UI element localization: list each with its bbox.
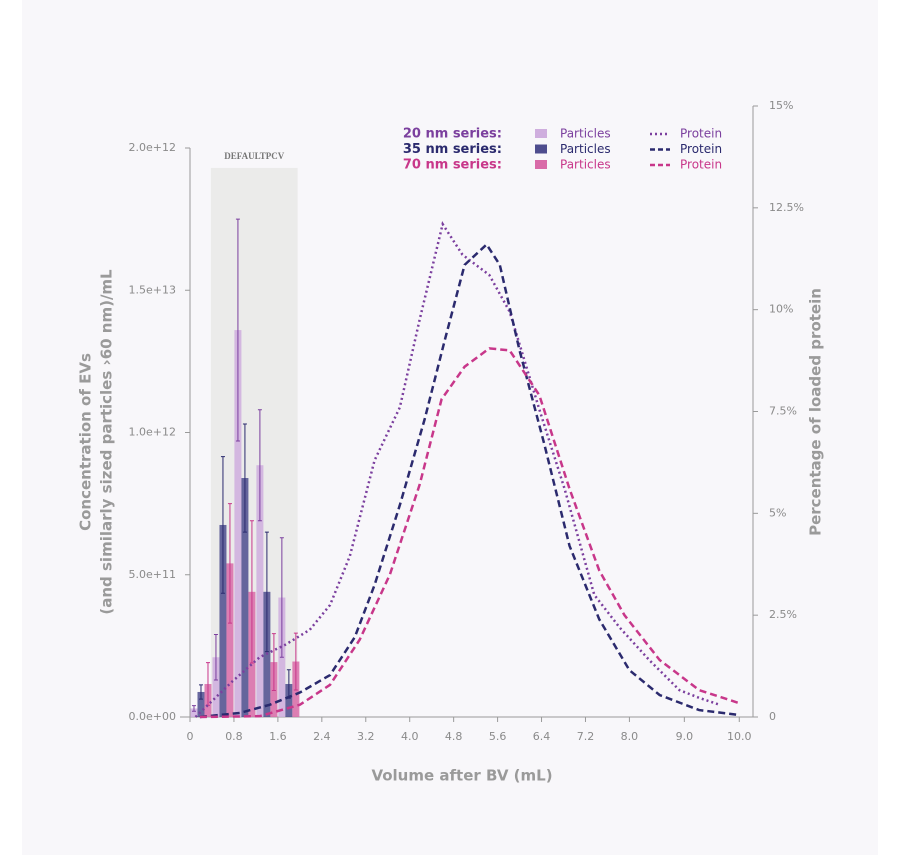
y-axis-label: (and similarly sized particles ›60 nm)/m… [98, 269, 116, 615]
x-tick-label: 6.4 [533, 730, 551, 743]
error-bar [191, 705, 196, 712]
y2-tick-label: 15% [769, 99, 793, 112]
x-tick-label: 10.0 [727, 730, 752, 743]
x-tick-label: 7.2 [577, 730, 595, 743]
error-bar [271, 633, 276, 692]
legend-label: Protein [680, 127, 722, 141]
error-bar [220, 456, 225, 594]
x-axis-label: Volume after BV (mL) [371, 767, 552, 785]
bar [219, 524, 227, 717]
legend-group-label: 35 nm series: [403, 142, 502, 157]
shade-label: DEFAULTPCV [224, 151, 285, 161]
y2-tick-label: 12.5% [769, 201, 804, 214]
x-tick-label: 2.4 [313, 730, 331, 743]
bar [212, 657, 220, 717]
bar [256, 465, 264, 717]
x-tick-label: 4.0 [401, 730, 419, 743]
bar [234, 330, 242, 717]
legend-swatch [535, 160, 547, 169]
y2-tick-label: 0 [769, 710, 776, 723]
x-tick-label: 9.0 [676, 730, 694, 743]
legend-label: Protein [680, 142, 722, 156]
error-bar [249, 520, 254, 664]
legend-group-label: 70 nm series: [403, 158, 502, 173]
x-tick-label: 0.8 [225, 730, 243, 743]
legend-swatch [535, 129, 547, 138]
y2-tick-label: 10% [769, 303, 793, 316]
protein-line [194, 221, 720, 718]
bar [241, 478, 249, 717]
legend-group-label: 20 nm series: [403, 127, 502, 142]
x-tick-label: 3.2 [357, 730, 375, 743]
error-bar [198, 684, 203, 700]
y2-tick-label: 7.5% [769, 405, 797, 418]
bar [190, 708, 198, 717]
y-tick-label: 1.5e+13 [129, 283, 176, 296]
error-bar [257, 409, 262, 522]
error-bar [235, 218, 240, 442]
error-bar [293, 632, 298, 691]
y2-tick-label: 5% [769, 506, 786, 519]
y-tick-label: 2.0e+12 [129, 141, 176, 154]
error-bar [279, 537, 284, 658]
y-tick-label: 0.0e+00 [129, 710, 176, 723]
x-tick-label: 0 [187, 730, 194, 743]
legend-label: Particles [560, 127, 611, 141]
bar [226, 563, 234, 717]
x-tick-label: 5.6 [489, 730, 507, 743]
background [22, 0, 878, 855]
x-tick-label: 4.8 [445, 730, 463, 743]
y-axis-label: Concentration of EVs [77, 353, 95, 531]
x-tick-label: 8.0 [621, 730, 639, 743]
bar [197, 691, 205, 717]
protein-line [199, 242, 740, 719]
legend-label: Particles [560, 158, 611, 172]
protein-line [199, 347, 740, 719]
error-bar [213, 633, 218, 681]
y-tick-label: 5.0e+11 [129, 568, 176, 581]
y2-axis-label: Percentage of loaded protein [807, 288, 825, 536]
y-tick-label: 1.0e+12 [129, 426, 176, 439]
legend-swatch [535, 144, 547, 154]
legend-label: Protein [680, 158, 722, 172]
error-bar [242, 423, 247, 533]
legend-label: Particles [560, 142, 611, 156]
error-bar [227, 503, 232, 624]
bar [285, 683, 293, 717]
x-tick-label: 1.6 [269, 730, 287, 743]
error-bar [264, 531, 269, 653]
y2-tick-label: 2.5% [769, 608, 797, 621]
